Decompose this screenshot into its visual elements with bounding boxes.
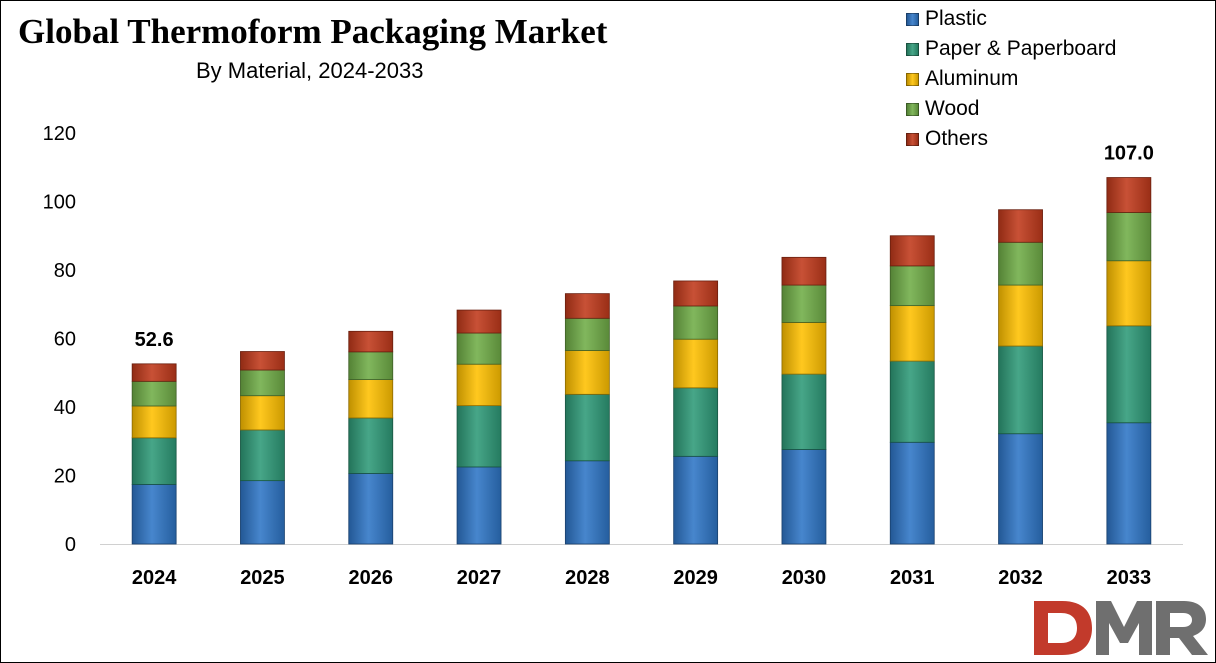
y-tick-label: 120 [43,123,76,145]
bar-segment [673,280,719,307]
bar-segment [1106,422,1152,545]
bar-segment [781,449,827,545]
bar-segment [456,466,502,545]
chart-legend: Plastic Paper & Paperboard Aluminum Wood Oth… [906,4,1116,154]
legend-swatch [906,72,919,86]
bar-segment [564,393,610,462]
bar-segment [998,345,1043,435]
bar-segment [889,360,935,443]
bar-segment [131,484,177,545]
bar-segment [240,480,285,545]
bar-segment [998,284,1043,347]
legend-item: Paper & Paperboard [906,34,1116,64]
x-tick-label: 2028 [565,567,610,589]
legend-swatch [906,132,919,146]
bar-segment [673,387,719,457]
x-tick-label: 2033 [1107,567,1152,589]
legend-label: Others [925,127,989,150]
bar-segment [348,417,394,474]
x-tick-label: 2030 [782,567,827,589]
chart-subtitle: By Material, 2024-2033 [196,58,424,83]
bar-segment [1106,325,1152,424]
dmr-logo [1034,601,1208,655]
bar-segment [240,369,285,397]
bar-segment [781,322,827,375]
x-tick-label: 2032 [998,567,1043,589]
bar-segment [131,405,177,439]
bar-segment [564,293,610,319]
x-tick-label: 2026 [349,567,394,589]
bar-segment [564,350,610,395]
legend-label: Aluminum [925,67,1019,90]
bar-segment [1106,260,1152,327]
bar-segment [456,405,502,468]
legend-label: Paper & Paperboard [925,37,1117,60]
bar-segment [456,309,502,334]
bar-segment [1106,212,1152,262]
bar-segment [348,351,394,381]
bar-segment [998,241,1043,286]
bar-segment [889,235,935,267]
legend-item: Aluminum [906,64,1116,94]
legend-swatch [906,102,919,116]
y-tick-label: 40 [54,397,76,419]
bar-segment [348,330,394,353]
y-tick-label: 60 [54,329,76,351]
bar-segment [131,363,177,382]
data-label: 107.0 [1104,143,1154,165]
bar-segment [564,460,610,545]
bar-segment [889,265,935,307]
bar-segment [781,373,827,450]
bar-segment [673,305,719,340]
data-label: 52.6 [135,329,174,351]
legend-label: Wood [925,97,980,120]
bar-segment [673,338,719,389]
y-tick-label: 80 [54,260,76,282]
bar-segment [564,317,610,351]
bar-segment [348,379,394,419]
legend-item: Wood [906,94,1116,124]
bar-segment [998,209,1043,243]
y-tick-label: 20 [54,466,76,488]
bar-segment [348,473,394,545]
bar-segment [1106,177,1152,213]
legend-swatch [906,12,919,26]
y-tick-label: 0 [65,534,76,556]
bar-segment [240,395,285,431]
bar-segment [781,284,827,323]
bar-segment [889,305,935,362]
legend-item: Plastic [906,4,1116,34]
x-tick-label: 2031 [890,567,935,589]
legend-swatch [906,42,919,56]
bar-segment [240,429,285,482]
bar-segment [889,441,935,545]
legend-label: Plastic [925,7,987,30]
bar-segment [131,437,177,485]
bar-segment [131,380,177,407]
x-tick-label: 2024 [132,567,177,589]
chart-title: Global Thermoform Packaging Market [18,12,608,51]
legend-item: Others [906,124,1116,154]
x-tick-label: 2027 [457,567,502,589]
bar-segment [781,256,827,286]
x-tick-label: 2025 [240,567,285,589]
y-tick-label: 100 [43,192,76,214]
bar-segment [673,455,719,545]
bar-segment [240,351,285,371]
bar-segment [456,363,502,407]
bar-segment [998,433,1043,545]
bar-segment [456,332,502,365]
x-tick-label: 2029 [673,567,718,589]
